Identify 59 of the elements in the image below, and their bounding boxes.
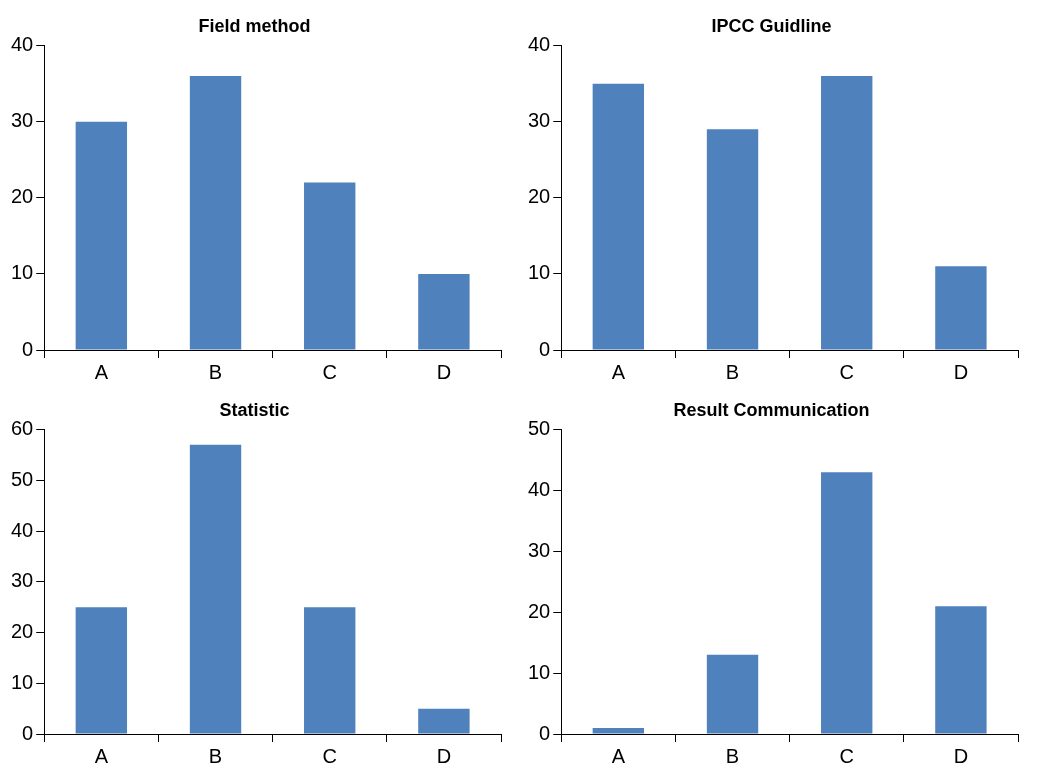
bar bbox=[75, 607, 128, 734]
x-tick-label: A bbox=[94, 744, 109, 767]
y-tick-label: 40 bbox=[528, 33, 551, 56]
bar bbox=[935, 266, 987, 350]
x-tick-label: B bbox=[208, 744, 223, 767]
y-tick-label: 20 bbox=[11, 620, 34, 643]
bar bbox=[706, 129, 759, 350]
y-tick-label: 0 bbox=[22, 721, 34, 744]
x-tick-label: C bbox=[839, 744, 854, 767]
bar bbox=[706, 654, 759, 734]
y-tick-label: 20 bbox=[528, 185, 551, 208]
x-tick-label: D bbox=[436, 744, 452, 767]
x-tick-label: A bbox=[611, 744, 626, 767]
bar bbox=[592, 83, 645, 350]
bar bbox=[189, 444, 242, 734]
y-tick-label: 0 bbox=[22, 337, 34, 360]
x-tick-label: C bbox=[839, 360, 854, 383]
y-tick-label: 30 bbox=[11, 109, 34, 132]
y-tick-label: 50 bbox=[11, 467, 34, 490]
chart-title: Statistic bbox=[219, 399, 290, 420]
bar bbox=[592, 727, 645, 734]
x-tick-label: B bbox=[725, 744, 740, 767]
bar bbox=[935, 606, 987, 734]
y-tick-label: 10 bbox=[11, 261, 34, 284]
chart-title: IPCC Guidline bbox=[711, 15, 832, 36]
y-tick-label: 10 bbox=[528, 261, 551, 284]
y-tick-label: 40 bbox=[11, 33, 34, 56]
x-tick-label: D bbox=[953, 744, 969, 767]
x-tick-label: C bbox=[322, 360, 337, 383]
bar bbox=[189, 76, 242, 350]
bar bbox=[418, 273, 470, 350]
y-tick-label: 60 bbox=[11, 417, 34, 440]
y-tick-label: 30 bbox=[11, 569, 34, 592]
bar bbox=[821, 472, 873, 734]
y-tick-label: 20 bbox=[528, 599, 551, 622]
chart-title: Field method bbox=[198, 15, 311, 36]
bar bbox=[821, 76, 873, 350]
y-tick-label: 10 bbox=[11, 670, 34, 693]
y-tick-label: 30 bbox=[528, 109, 551, 132]
y-tick-label: 10 bbox=[528, 660, 551, 683]
chart-title: Result Communication bbox=[673, 399, 870, 420]
bar bbox=[75, 121, 128, 350]
x-tick-label: B bbox=[725, 360, 740, 383]
x-tick-label: A bbox=[611, 360, 626, 383]
y-tick-label: 0 bbox=[539, 721, 551, 744]
bar bbox=[418, 708, 470, 734]
bar bbox=[304, 607, 356, 734]
x-tick-label: C bbox=[322, 744, 337, 767]
x-tick-label: D bbox=[953, 360, 969, 383]
x-tick-label: A bbox=[94, 360, 109, 383]
bar bbox=[304, 182, 356, 350]
y-tick-label: 40 bbox=[528, 478, 551, 500]
y-tick-label: 0 bbox=[539, 337, 551, 360]
y-tick-label: 30 bbox=[528, 538, 551, 561]
x-tick-label: B bbox=[208, 360, 223, 383]
y-tick-label: 40 bbox=[11, 518, 34, 541]
y-tick-label: 20 bbox=[11, 185, 34, 208]
y-tick-label: 50 bbox=[528, 417, 551, 440]
x-tick-label: D bbox=[436, 360, 452, 383]
